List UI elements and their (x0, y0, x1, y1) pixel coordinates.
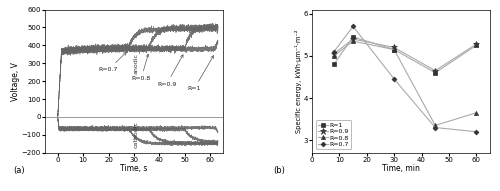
Legend: R=1, R=0.9, R=0.8, R=0.7: R=1, R=0.9, R=0.8, R=0.7 (316, 120, 352, 150)
R=0.7 (331, 51, 337, 53)
R=0.8 (432, 124, 438, 127)
Y-axis label: Specific energy, kWh·μm⁻¹·m⁻²: Specific energy, kWh·μm⁻¹·m⁻² (295, 29, 302, 133)
Text: (a): (a) (13, 166, 24, 175)
R=0.7 (350, 25, 356, 28)
R=1 (331, 63, 337, 66)
R=0.8 (474, 112, 480, 114)
Line: R=1: R=1 (332, 35, 478, 75)
Text: R=0.7: R=0.7 (98, 52, 126, 72)
R=1 (474, 44, 480, 46)
X-axis label: Time, s: Time, s (120, 164, 148, 173)
Text: R=1: R=1 (188, 56, 214, 91)
R=1 (391, 49, 397, 51)
R=1 (350, 36, 356, 38)
R=1 (432, 72, 438, 74)
Text: R=0.9: R=0.9 (157, 55, 183, 87)
Text: cathodic: cathodic (134, 121, 139, 148)
Line: R=0.9: R=0.9 (331, 36, 480, 74)
R=0.9 (391, 46, 397, 49)
R=0.9 (331, 53, 337, 55)
Line: R=0.8: R=0.8 (332, 39, 478, 128)
Text: (b): (b) (273, 166, 284, 175)
R=0.8 (391, 49, 397, 51)
R=0.8 (350, 40, 356, 42)
R=0.7 (432, 126, 438, 129)
Y-axis label: Voltage, V: Voltage, V (11, 62, 20, 101)
Text: anodic: anodic (134, 53, 139, 74)
R=0.7 (474, 131, 480, 133)
R=0.8 (331, 55, 337, 57)
R=0.9 (474, 43, 480, 45)
R=0.9 (350, 38, 356, 40)
R=0.7 (391, 78, 397, 80)
Line: R=0.7: R=0.7 (332, 25, 478, 134)
R=0.9 (432, 70, 438, 72)
Text: R=0.8: R=0.8 (132, 54, 150, 81)
X-axis label: Time, min: Time, min (382, 164, 420, 173)
